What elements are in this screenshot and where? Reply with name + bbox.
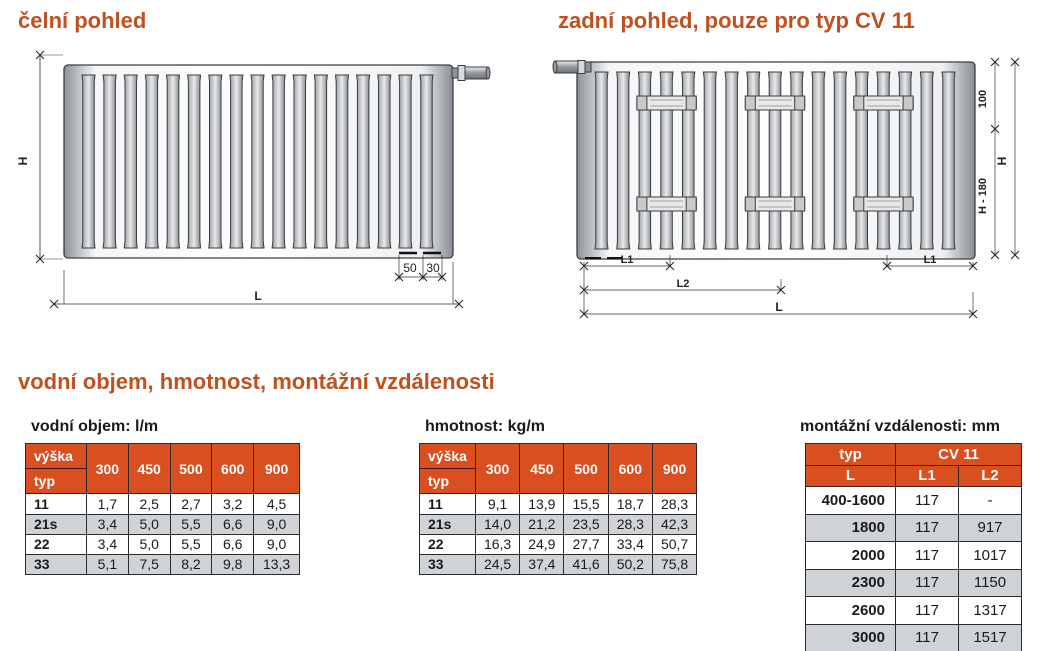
svg-text:L2: L2 <box>677 278 690 290</box>
svg-text:30: 30 <box>426 261 440 275</box>
svg-text:H: H <box>995 157 1009 166</box>
svg-text:L: L <box>775 300 782 314</box>
svg-text:100: 100 <box>977 90 989 108</box>
svg-text:H: H <box>16 157 30 166</box>
svg-text:50: 50 <box>403 261 417 275</box>
svg-text:L: L <box>254 289 261 303</box>
svg-text:L1: L1 <box>621 254 634 266</box>
svg-text:L1: L1 <box>924 254 937 266</box>
svg-text:H - 180: H - 180 <box>977 178 989 214</box>
